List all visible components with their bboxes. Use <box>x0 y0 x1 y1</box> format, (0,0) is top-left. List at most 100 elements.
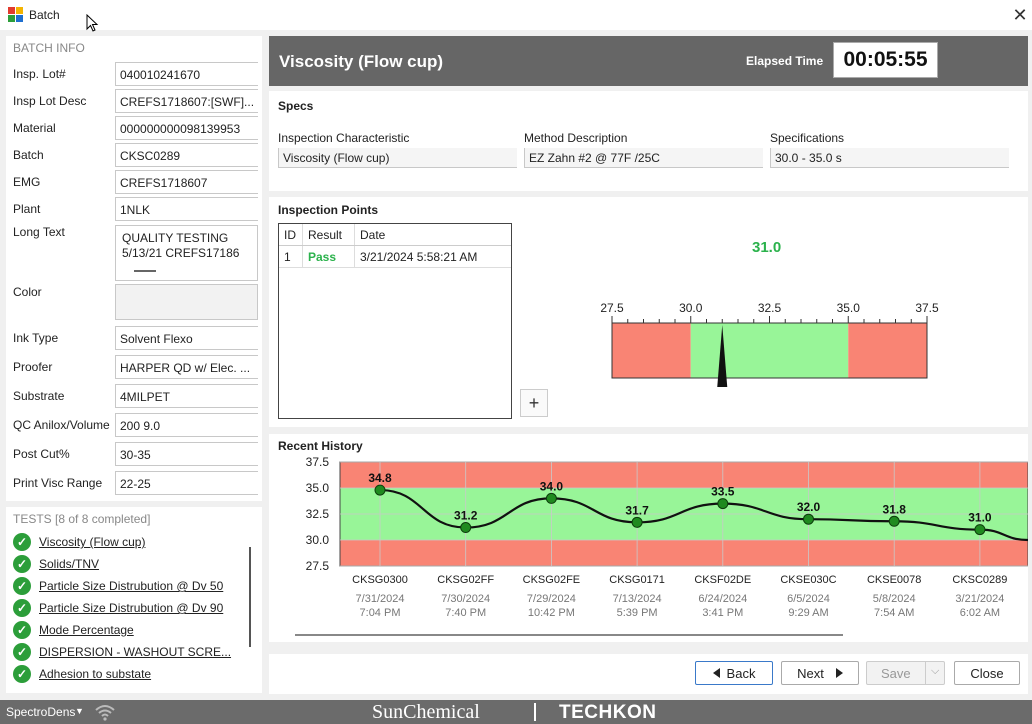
post-cut-field[interactable]: 30-35 <box>115 442 258 466</box>
check-circle-icon: ✓ <box>13 555 31 573</box>
history-low-band <box>340 540 1028 566</box>
history-time-label: 7:04 PM <box>360 607 401 619</box>
arrow-right-icon <box>835 668 843 678</box>
spec-specifications: Specifications 30.0 - 35.0 s <box>770 131 1009 168</box>
history-batch-label: CKSG0171 <box>609 574 665 586</box>
history-date-label: 6/5/2024 <box>787 593 830 605</box>
history-date-label: 7/30/2024 <box>441 593 490 605</box>
elapsed-time-label: Elapsed Time <box>746 54 824 68</box>
history-point-label: 31.8 <box>883 502 907 516</box>
inspection-points-table: ID Result Date 1 Pass 3/21/2024 5:58:21 … <box>278 223 512 419</box>
proofer-field[interactable]: HARPER QD w/ Elec. ... <box>115 355 258 379</box>
gauge-low-band <box>612 323 691 378</box>
caret-down-icon[interactable]: ▼ <box>75 706 84 716</box>
window-title: Batch <box>29 8 60 22</box>
test-item[interactable]: ✓ Adhesion to substate <box>13 664 151 684</box>
field-insp-lot: Insp. Lot# 040010241670 <box>13 62 261 88</box>
history-point <box>974 524 986 536</box>
test-title: Viscosity (Flow cup) <box>279 52 444 71</box>
history-y-tick: 37.5 <box>306 455 330 469</box>
gauge-high-band <box>848 323 927 378</box>
print-visc-field[interactable]: 22-25 <box>115 471 258 495</box>
history-date-label: 7/29/2024 <box>527 593 576 605</box>
emg-field[interactable]: CREFS1718607 <box>115 170 258 194</box>
history-point <box>631 516 643 528</box>
next-button[interactable]: Next <box>781 661 859 685</box>
field-proofer: Proofer HARPER QD w/ Elec. ... <box>13 355 261 381</box>
check-circle-icon: ✓ <box>13 533 31 551</box>
history-y-tick: 27.5 <box>306 559 330 573</box>
history-point-label: 31.7 <box>625 503 649 517</box>
table-row[interactable]: 1 Pass 3/21/2024 5:58:21 AM <box>279 246 511 268</box>
history-date-label: 7/31/2024 <box>356 593 405 605</box>
long-text-area[interactable]: QUALITY TESTING 5/13/21 CREFS17186 <box>115 225 258 281</box>
field-insp-lot-desc: Insp Lot Desc CREFS1718607:[SWF]... <box>13 89 261 115</box>
long-text-line1: QUALITY TESTING <box>122 231 229 245</box>
gauge-tick-label: 35.0 <box>837 301 861 315</box>
arrow-left-icon <box>712 668 720 678</box>
test-item[interactable]: ✓ Solids/TNV <box>13 554 99 574</box>
mouse-cursor-icon <box>86 14 99 32</box>
history-batch-label: CKSC0289 <box>952 574 1007 586</box>
long-text-scrollbar[interactable] <box>134 270 156 272</box>
history-chart: 37.5 35.0 32.5 30.0 27.5 34.8 CKSG0300 7/31/202… <box>306 455 1028 619</box>
spec-method-description: Method Description EZ Zahn #2 @ 77F /25C <box>524 131 763 168</box>
test-item[interactable]: ✓ Mode Percentage <box>13 620 134 640</box>
test-item[interactable]: ✓ Viscosity (Flow cup) <box>13 532 145 552</box>
test-item[interactable]: ✓ DISPERSION - WASHOUT SCRE... <box>13 642 231 662</box>
table-header: ID Result Date <box>279 224 511 246</box>
app-icon <box>8 7 24 23</box>
title-bar: Batch ✕ <box>0 0 1032 32</box>
device-selector[interactable]: SpectroDens <box>6 705 76 719</box>
back-button[interactable]: Back <box>695 661 773 685</box>
batch-info-title: BATCH INFO <box>13 41 85 55</box>
batch-field[interactable]: CKSC0289 <box>115 143 258 167</box>
history-batch-label: CKSE030C <box>780 574 836 586</box>
specs-title: Specs <box>278 99 314 113</box>
chevron-down-icon[interactable]: ⌵ <box>931 665 940 677</box>
material-field[interactable]: 000000000098139953 <box>115 116 258 140</box>
history-date-label: 5/8/2024 <box>873 593 916 605</box>
tests-title: TESTS [8 of 8 completed] <box>13 512 151 526</box>
current-value: 31.0 <box>752 239 782 256</box>
sunchemical-logo: SunChemical <box>372 701 480 723</box>
history-scrollbar[interactable] <box>295 634 843 636</box>
history-point <box>717 498 729 510</box>
history-time-label: 7:54 AM <box>874 607 914 619</box>
history-point <box>374 484 386 496</box>
history-batch-label: CKSG0300 <box>352 574 408 586</box>
insp-lot-desc-field[interactable]: CREFS1718607:[SWF]... <box>115 89 258 113</box>
gauge-tick-label: 37.5 <box>915 301 939 315</box>
window-close-icon[interactable]: ✕ <box>1012 5 1028 25</box>
history-time-label: 5:39 PM <box>617 607 658 619</box>
field-plant: Plant 1NLK <box>13 197 261 223</box>
close-button[interactable]: Close <box>954 661 1020 685</box>
qc-anilox-field[interactable]: 200 9.0 <box>115 413 258 437</box>
ink-type-field[interactable]: Solvent Flexo <box>115 326 258 350</box>
add-point-button[interactable]: + <box>520 389 548 417</box>
history-batch-label: CKSG02FE <box>523 574 580 586</box>
history-y-tick: 35.0 <box>306 481 330 495</box>
test-item[interactable]: ✓ Particle Size Distrubution @ Dv 90 <box>13 598 223 618</box>
substrate-field[interactable]: 4MILPET <box>115 384 258 408</box>
save-button[interactable]: Save ⌵ <box>866 661 945 685</box>
insp-lot-field[interactable]: 040010241670 <box>115 62 258 86</box>
color-swatch <box>115 284 258 320</box>
history-point <box>888 515 900 527</box>
tests-panel: TESTS [8 of 8 completed] ✓ Viscosity (Fl… <box>6 507 262 693</box>
gauge-spec-band <box>690 323 849 378</box>
recent-history-title: Recent History <box>278 439 363 453</box>
footer-bar: Back Next Save ⌵ Close <box>269 654 1028 694</box>
test-item[interactable]: ✓ Particle Size Distrubution @ Dv 50 <box>13 576 223 596</box>
history-point-label: 31.2 <box>454 509 478 523</box>
history-point <box>803 513 814 525</box>
plant-field[interactable]: 1NLK <box>115 197 258 221</box>
field-batch: Batch CKSC0289 <box>13 143 261 169</box>
method-description-field: EZ Zahn #2 @ 77F /25C <box>524 148 763 168</box>
history-batch-label: CKSG02FF <box>437 574 494 586</box>
history-point-label: 32.0 <box>797 500 821 514</box>
elapsed-time-value: 00:05:55 <box>833 42 938 78</box>
history-batch-label: CKSF02DE <box>694 574 751 586</box>
tests-scrollbar[interactable] <box>249 547 251 647</box>
history-time-label: 9:29 AM <box>788 607 828 619</box>
